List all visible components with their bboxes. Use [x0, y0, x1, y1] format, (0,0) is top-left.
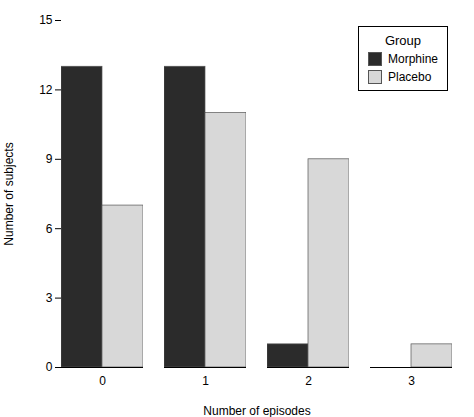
svg-text:Number of subjects: Number of subjects — [2, 142, 16, 245]
html-text:Placebo: Placebo — [388, 70, 432, 84]
svg-text:3: 3 — [46, 291, 53, 305]
svg-text:0: 0 — [46, 360, 53, 374]
svg-text:Number of episodes: Number of episodes — [203, 404, 310, 417]
svg-text:2: 2 — [305, 374, 312, 388]
svg-text:15: 15 — [39, 13, 53, 27]
svg-text:1: 1 — [202, 374, 209, 388]
svg-text:12: 12 — [39, 83, 53, 97]
html-text:Morphine: Morphine — [388, 52, 438, 66]
svg-text:9: 9 — [46, 152, 53, 166]
svg-text:3: 3 — [408, 374, 415, 388]
svg-text:0: 0 — [99, 374, 106, 388]
html-text:Group: Group — [384, 33, 421, 48]
svg-text:6: 6 — [46, 222, 53, 236]
